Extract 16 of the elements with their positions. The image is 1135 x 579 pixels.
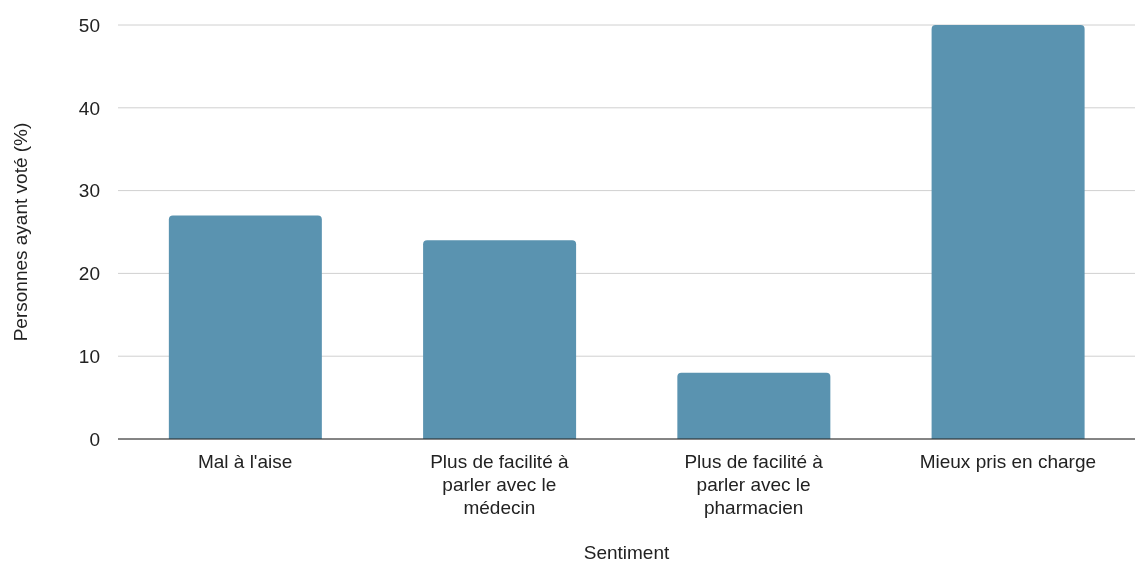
y-tick-label: 0 xyxy=(89,428,100,450)
bar xyxy=(677,372,831,439)
x-tick-label: Mieux pris en charge xyxy=(919,451,1097,473)
x-tick-label: Plus de facilité à parler avec le médecin xyxy=(430,451,569,519)
y-tick-label: 30 xyxy=(78,180,100,202)
y-axis-title: Personnes ayant voté (%) xyxy=(9,122,31,342)
bar xyxy=(423,240,577,439)
y-tick-label: 50 xyxy=(78,14,100,36)
x-tick-label: Plus de facilité à parler avec le pharmacien xyxy=(684,451,824,519)
y-tick-label: 20 xyxy=(78,263,100,285)
x-tick-label: Mal à l'aise xyxy=(197,451,293,473)
x-axis-title: Sentiment xyxy=(583,542,670,563)
bar xyxy=(931,25,1085,439)
y-tick-label: 40 xyxy=(78,97,100,119)
bar xyxy=(168,215,322,439)
y-tick-label: 10 xyxy=(78,345,100,367)
